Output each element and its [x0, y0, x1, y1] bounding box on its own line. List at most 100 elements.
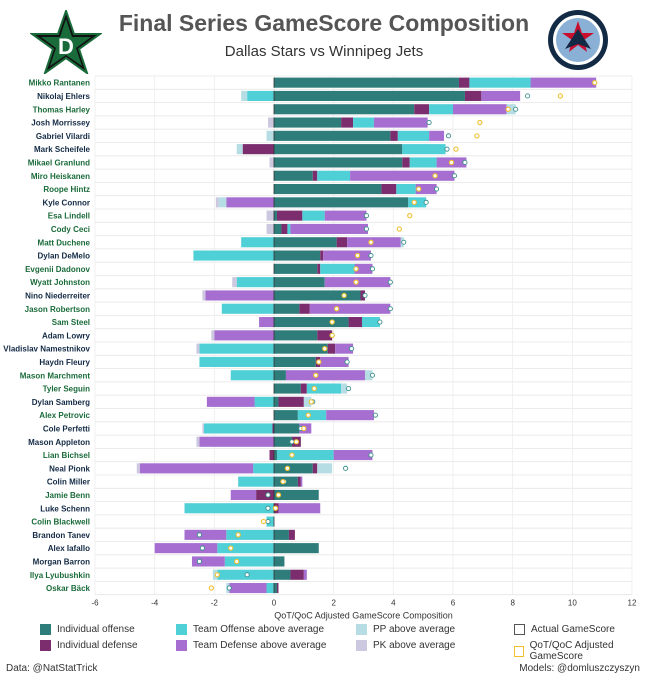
player-name-label: Mark Scheifele [34, 145, 91, 154]
actual-gamescore-marker [387, 306, 393, 312]
player-name-label: Dylan DeMelo [38, 252, 91, 261]
x-tick-label: -2 [211, 599, 219, 608]
legend-label: PP above average [373, 624, 456, 635]
bar-segment-team-def [333, 450, 373, 461]
bar-segment-team-off [247, 90, 274, 101]
bar-segment-pp [506, 104, 516, 115]
legend-swatch-pp [356, 624, 367, 635]
actual-gamescore-marker [226, 585, 232, 591]
adjusted-gamescore-marker [275, 492, 282, 498]
adjusted-gamescore-marker [208, 585, 214, 591]
bar-segment-ind-def [312, 463, 318, 474]
bar-segment-ind-def [290, 569, 304, 580]
actual-gamescore-marker [513, 106, 519, 112]
bar-segment-ind-off [274, 463, 313, 474]
x-axis-label: QoT/QoC Adjusted GameScore Composition [274, 611, 453, 621]
bar-segment-team-def [154, 543, 218, 554]
bar-segment-team-off [266, 583, 274, 594]
bar-segment-ind-off [274, 569, 291, 580]
bar-segment-ind-def [458, 77, 470, 88]
actual-gamescore-marker [199, 545, 205, 551]
bar-segment-ind-def [414, 104, 430, 115]
adjusted-gamescore-marker [353, 279, 359, 285]
bar-segment-pp [364, 370, 373, 381]
bar-segment-team-def [278, 503, 321, 514]
bar-segment-ind-off [274, 583, 277, 594]
adjusted-gamescore-marker [311, 385, 317, 392]
bar-segment-team-def [326, 410, 374, 421]
adjusted-gamescore-marker [329, 319, 335, 325]
bar-segment-ind-def [278, 396, 304, 407]
bar-segment-pk [196, 436, 200, 447]
adjusted-gamescore-marker [289, 452, 295, 458]
bar-segment-ind-off [274, 410, 298, 421]
bar-segment-team-off [317, 170, 351, 181]
player-name-label: Matt Duchene [38, 238, 91, 247]
legend-swatch-pk [356, 640, 367, 651]
bar-segment-ind-def [242, 144, 274, 155]
player-name-label: Alex Iafallo [48, 544, 90, 553]
player-name-label: Josh Morrissey [31, 119, 90, 128]
player-name-label: Mason Appleton [28, 438, 90, 447]
actual-gamescore-marker [368, 252, 374, 259]
bar-segment-pp [218, 197, 227, 208]
svg-text:D: D [58, 34, 74, 59]
bar-segment-team-def [199, 436, 274, 447]
bar-segment-team-def [324, 210, 367, 221]
bar-segment-team-off [306, 383, 342, 394]
bar-segment-pk [232, 277, 237, 288]
player-name-label: Morgan Barron [33, 557, 90, 566]
adjusted-gamescore-marker [293, 439, 300, 445]
bar-segment-ind-off [274, 90, 465, 101]
bar-segment-ind-off [274, 396, 279, 407]
player-name-label: Gabriel Vilardi [36, 132, 90, 141]
bar-segment-team-def [415, 184, 437, 195]
bar-segment-ind-off [274, 170, 313, 181]
adjusted-gamescore-marker [308, 399, 314, 405]
bar-segment-team-off [362, 317, 380, 328]
actual-gamescore-marker [289, 439, 295, 445]
bar-segment-team-def [309, 303, 391, 314]
actual-gamescore-marker [387, 279, 393, 285]
player-name-label: Lian Bichsel [43, 451, 90, 460]
player-name-label: Haydn Fleury [39, 358, 90, 367]
bar-segment-ind-off [274, 489, 319, 500]
bar-segment-pp [303, 396, 312, 407]
adjusted-gamescore-marker [313, 372, 319, 378]
actual-gamescore-marker [369, 266, 376, 272]
bar-segment-ind-def [317, 330, 333, 341]
bar-segment-ind-def [256, 489, 274, 500]
player-name-label: Colin Miller [47, 478, 90, 487]
actual-gamescore-marker [265, 519, 271, 525]
bar-segment-team-off [276, 450, 334, 461]
bar-segment-ind-off [274, 529, 289, 540]
bar-segment-team-off [302, 210, 325, 221]
chart-subtitle: Dallas Stars vs Winnipeg Jets [224, 43, 424, 60]
bar-segment-team-off [320, 263, 355, 274]
player-name-label: Ilya Lyubushkin [30, 571, 90, 580]
x-tick-label: 10 [568, 599, 577, 608]
bar-segment-ind-off [274, 104, 415, 115]
player-name-label: Mikko Rantanen [29, 79, 90, 88]
legend-label: Individual defense [57, 640, 138, 651]
player-name-label: Kyle Connor [42, 198, 90, 207]
player-name-label: Alex Petrovic [39, 411, 90, 420]
player-name-label: Oskar Bäck [46, 584, 91, 593]
bar-segment-ind-def [390, 130, 398, 141]
legend-team-defense: Team Defense above average [176, 640, 326, 651]
bar-segment-team-def [205, 290, 274, 301]
bar-segment-team-def [259, 317, 274, 328]
bar-segment-team-off [217, 543, 274, 554]
bar-segment-team-off [226, 529, 274, 540]
bar-segment-ind-off [274, 237, 337, 248]
bar-segment-ind-def [300, 383, 307, 394]
bar-segment-ind-def [402, 157, 410, 168]
bar-segment-team-def [226, 197, 274, 208]
actual-gamescore-marker [426, 120, 432, 126]
x-tick-label: 12 [628, 599, 637, 608]
actual-gamescore-marker [244, 572, 250, 578]
bar-segment-team-off [221, 303, 274, 314]
actual-gamescore-marker [451, 173, 458, 179]
model-credit: Models: @domluszczyszyn [519, 663, 640, 674]
